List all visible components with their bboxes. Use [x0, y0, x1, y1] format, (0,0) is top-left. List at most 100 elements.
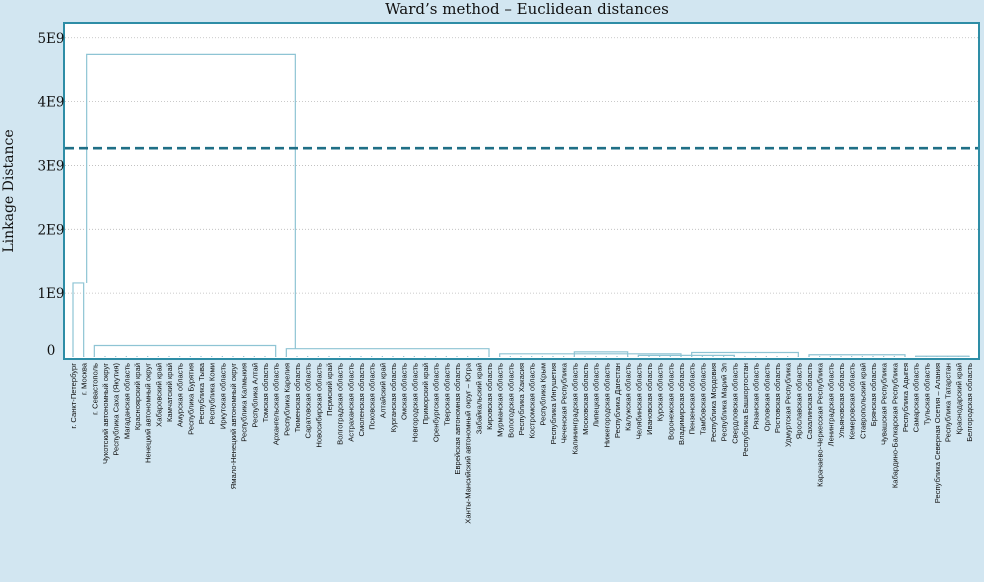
leaf-label: Липецкая область	[592, 363, 601, 427]
leaf-label: Чувашская Республика	[880, 362, 889, 445]
leaf-label: Пензенская область	[688, 363, 697, 435]
leaf-label: Калининградская область	[570, 363, 579, 454]
leaf-label: Республика Ингушетия	[549, 363, 558, 444]
leaf-label: Иркутская область	[218, 363, 227, 429]
leaf-label: Республика Татарстан	[944, 363, 953, 442]
leaf-label: г. Москва	[80, 362, 89, 395]
leaf-label: Новгородская область	[410, 363, 419, 442]
leaf-label: Курская область	[656, 363, 665, 421]
leaf-label: Республика Мордовия	[709, 363, 718, 442]
leaf-label: Кировская область	[485, 363, 494, 430]
dendrogram-link	[691, 351, 799, 357]
leaf-label: Кабардино-Балкарская Республика	[890, 362, 899, 488]
leaf-label: Республика Тыва	[197, 362, 206, 424]
leaf-label: Республика Северная Осетия – Алания	[933, 363, 942, 503]
leaf-label: Тверская область	[442, 363, 451, 426]
leaf-label: Челябинская область	[634, 363, 643, 439]
leaf-label: Кемеровская область	[848, 363, 857, 439]
dendrogram-link	[573, 351, 629, 357]
leaf-label: Забайкальский край	[474, 363, 483, 434]
leaf-label: Владимирская область	[677, 363, 686, 445]
leaf-label: Удмуртская Республика	[784, 362, 793, 447]
leaf-label: Самарская область	[912, 363, 921, 432]
leaf-label: Новосибирская область	[314, 363, 323, 448]
chart-title: Ward’s method – Euclidean distances	[385, 0, 669, 18]
leaf-label: Пермский край	[325, 363, 334, 416]
leaf-label: г. Санкт-Петербург	[69, 363, 78, 429]
leaf-label: Красноярский край	[133, 363, 142, 430]
dendrogram-link	[915, 355, 970, 357]
y-tick-label: 3E9	[37, 158, 64, 174]
leaf-labels: г. Санкт-Петербург г. Москва г. Севастопол…	[69, 362, 974, 523]
leaf-label: Курганская область	[389, 363, 398, 432]
y-tick-label: 5E9	[37, 31, 64, 47]
leaf-label: Республика Адыгея	[901, 363, 910, 432]
leaf-label: Хабаровский край	[154, 363, 163, 427]
leaf-label: Магаданская область	[122, 363, 131, 439]
leaf-label: Тамбовская область	[698, 363, 707, 435]
leaf-label: Чеченская Республика	[560, 362, 569, 443]
plot-area	[63, 22, 980, 360]
dendrogram-link	[72, 282, 85, 357]
leaf-label: Республика Дагестан	[613, 363, 622, 438]
leaf-label: Ямало-Ненецкий автономный округ	[229, 363, 238, 489]
leaf-label: Ханты-Мансийский автономный округ – Югра	[464, 362, 473, 523]
leaf-label: Архангельская область	[272, 363, 281, 445]
leaf-label: Ростовская область	[773, 363, 782, 433]
leaf-label: Воронежская область	[666, 363, 675, 440]
leaf-label: Чукотский автономный округ	[101, 363, 110, 464]
leaf-label: Республика Калмыкия	[240, 363, 249, 442]
leaf-label: Волгоградская область	[336, 363, 345, 445]
leaf-label: Республика Крым	[538, 363, 547, 426]
leaf-label: Алтайский край	[378, 363, 387, 418]
leaf-label: Вологодская область	[506, 363, 515, 438]
y-tick-label: 0	[47, 343, 56, 359]
leaf-label: Приморский край	[421, 363, 430, 424]
leaf-label: Московская область	[581, 363, 590, 435]
leaf-label: Ульяновская область	[837, 363, 846, 438]
leaf-label: Республика Бурятия	[186, 363, 195, 435]
y-tick-label: 4E9	[37, 95, 64, 111]
leaf-label: Белгородская область	[965, 363, 974, 442]
leaf-label: Республика Алтай	[250, 363, 259, 428]
gridlines	[65, 37, 978, 294]
leaf-label: Тюменская область	[293, 363, 302, 432]
leaf-label: Астраханская область	[346, 363, 355, 442]
dendrogram-link	[285, 348, 490, 357]
leaf-label: Амурская область	[176, 363, 185, 427]
leaf-label: Костромская область	[528, 363, 537, 438]
leaf-label: Орловская область	[762, 363, 771, 431]
leaf-label: Сахалинская область	[805, 363, 814, 439]
leaf-label: Нижегородская область	[602, 363, 611, 447]
leaf-label: Республика Башкортостан	[741, 363, 750, 456]
leaf-label: Тульская область	[922, 363, 931, 425]
leaf-label: Брянская область	[869, 363, 878, 426]
leaf-label: Саратовская область	[304, 363, 313, 439]
leaf-label: Мурманская область	[496, 363, 505, 437]
leaf-label: Республика Марий Эл	[720, 363, 729, 441]
leaf-label: Калужская область	[624, 363, 633, 431]
leaf-label: Республика Хакасия	[517, 363, 526, 435]
leaf-label: Еврейская автономная область	[453, 363, 462, 475]
leaf-label: Рязанская область	[752, 363, 761, 430]
y-axis-label: Linkage Distance	[1, 129, 17, 252]
leaf-label: г. Севастополь	[90, 363, 99, 415]
leaf-label: Республика Коми	[208, 363, 217, 424]
leaf-label: Смоленская область	[357, 363, 366, 437]
y-axis-ticks: 0 1E9 2E9 3E9 4E9 5E9	[37, 31, 64, 359]
dendrogram-link	[808, 354, 906, 357]
y-tick-label: 2E9	[37, 222, 64, 238]
leaf-label: Республика Карелия	[282, 363, 291, 436]
dendrogram-links	[72, 53, 970, 357]
leaf-label: Свердловская область	[730, 363, 739, 444]
leaf-label: Ярославская область	[794, 363, 803, 439]
leaf-label: Ненецкий автономный округ	[144, 363, 153, 463]
leaf-label: Ленинградская область	[826, 363, 835, 446]
leaf-label: Ставропольский край	[858, 363, 867, 439]
y-tick-label: 1E9	[37, 286, 64, 302]
dendrogram-link	[637, 354, 735, 357]
leaf-label: Ивановская область	[645, 363, 654, 435]
leaf-label: Томская область	[261, 363, 270, 422]
leaf-label: Республика Саха (Якутия)	[112, 363, 121, 456]
